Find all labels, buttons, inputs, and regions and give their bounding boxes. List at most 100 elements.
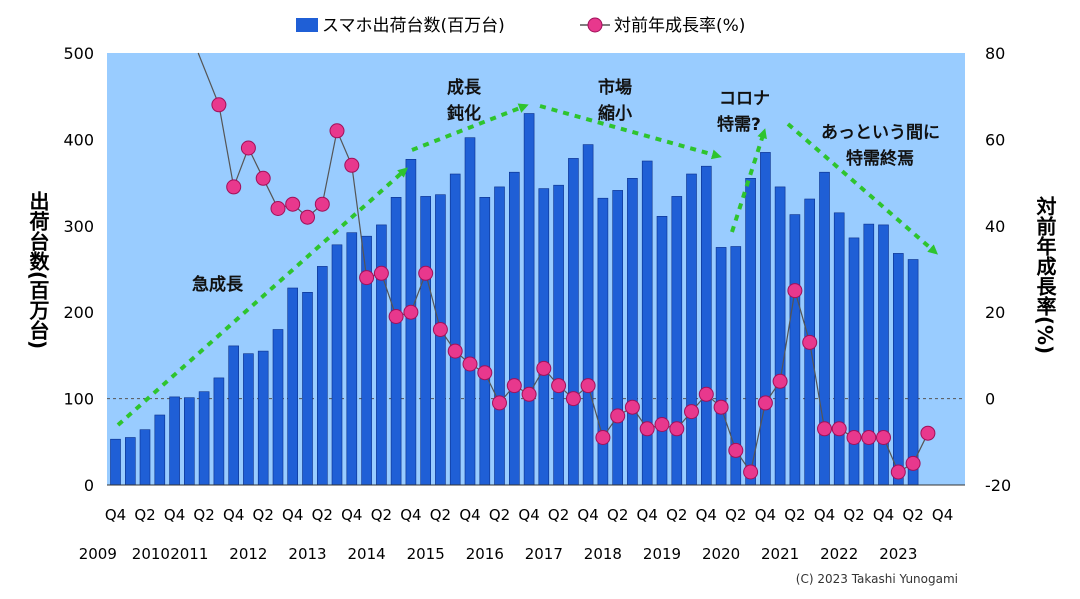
bar xyxy=(184,397,195,486)
growth-point xyxy=(905,455,921,471)
growth-point xyxy=(890,464,906,480)
growth-point xyxy=(639,421,655,437)
growth-point xyxy=(418,265,434,281)
arrow-growth xyxy=(116,167,408,427)
legend-marker-swatch xyxy=(587,17,603,33)
bar xyxy=(671,196,683,486)
growth-line-path xyxy=(197,52,929,474)
bar xyxy=(494,186,505,486)
bar xyxy=(169,396,180,486)
bar xyxy=(819,171,830,486)
bar xyxy=(479,197,491,486)
x-quarter-label: Q2 xyxy=(430,506,451,524)
bar xyxy=(464,137,476,486)
bar xyxy=(228,345,239,486)
y-left-tick-label: 300 xyxy=(63,217,94,236)
bar xyxy=(198,391,210,486)
growth-line xyxy=(197,52,936,480)
bar xyxy=(213,377,225,486)
growth-point xyxy=(802,334,818,350)
x-quarter-label: Q2 xyxy=(312,506,333,524)
growth-point xyxy=(477,365,493,381)
growth-point xyxy=(817,421,832,437)
bar xyxy=(139,429,151,486)
x-quarter-label: Q4 xyxy=(637,506,658,524)
growth-point xyxy=(226,179,242,195)
trend-arrows xyxy=(116,103,939,427)
x-quarter-label: Q4 xyxy=(282,506,303,524)
growth-point xyxy=(861,430,877,445)
bar xyxy=(272,329,284,486)
growth-point xyxy=(669,421,685,437)
bar xyxy=(848,237,860,486)
x-quarter-label: Q4 xyxy=(755,506,776,524)
x-quarter-label: Q4 xyxy=(223,506,244,524)
bar xyxy=(553,184,564,486)
x-year-label: 2018 xyxy=(584,545,622,563)
arrow-slowdown xyxy=(411,103,529,152)
x-year-label: 2013 xyxy=(288,545,326,563)
growth-point xyxy=(757,395,773,411)
x-quarter-label: Q4 xyxy=(932,506,953,524)
bar xyxy=(257,350,269,486)
legend-bar-label: スマホ出荷台数(百万台) xyxy=(322,16,505,36)
bar xyxy=(287,287,299,486)
x-year-label: 2019 xyxy=(643,545,681,563)
x-quarter-label: Q4 xyxy=(459,506,480,524)
x-quarter-label: Q2 xyxy=(548,506,569,524)
x-year-label: 2023 xyxy=(879,545,917,563)
annotation-rapid-growth: 急成長 xyxy=(192,274,244,295)
legend: スマホ出荷台数(百万台) 対前年成長率(%) xyxy=(296,16,745,36)
x-quarter-label: Q4 xyxy=(518,506,539,524)
x-quarter-label: Q2 xyxy=(607,506,628,524)
bar xyxy=(390,197,402,486)
y-right-tick-label: 80 xyxy=(985,44,1005,63)
bar xyxy=(420,196,432,486)
x-year-label: 2015 xyxy=(407,545,445,563)
bar xyxy=(110,438,121,486)
y-axis-right-title: 対前年成長率(%) xyxy=(1033,195,1057,354)
x-quarter-label: Q4 xyxy=(400,506,421,524)
annotation-end-1: あっという間に xyxy=(821,123,940,143)
x-quarter-label: Q2 xyxy=(666,506,687,524)
growth-point xyxy=(329,123,345,139)
copyright: (C) 2023 Takashi Yunogami xyxy=(796,572,958,586)
bar xyxy=(627,178,638,486)
growth-point xyxy=(580,378,596,394)
y-left-tick-label: 500 xyxy=(63,44,94,63)
growth-point xyxy=(728,442,744,458)
growth-point xyxy=(595,430,611,445)
growth-point xyxy=(551,378,567,394)
growth-point xyxy=(447,343,463,359)
annotation-covid-1: コロナ xyxy=(719,89,770,109)
x-year-label: 2021 xyxy=(761,545,799,563)
annotation-shrink-2: 縮小 xyxy=(598,103,632,124)
x-quarter-label: Q2 xyxy=(725,506,746,524)
annotation-covid-2: 特需? xyxy=(717,114,761,135)
bar xyxy=(774,186,786,486)
growth-point xyxy=(270,201,286,216)
legend-line-label: 対前年成長率(%) xyxy=(614,16,745,36)
x-quarter-label: Q2 xyxy=(843,506,864,524)
growth-point xyxy=(314,196,330,212)
growth-point xyxy=(565,391,581,407)
bar xyxy=(376,224,387,486)
legend-bar-swatch xyxy=(296,18,318,32)
bar xyxy=(243,353,254,486)
bar xyxy=(612,190,624,486)
growth-point xyxy=(255,170,271,186)
bar xyxy=(582,144,594,486)
bar xyxy=(700,165,712,486)
growth-point xyxy=(344,157,360,173)
x-quarter-label: Q4 xyxy=(814,506,835,524)
x-quarter-label: Q2 xyxy=(902,506,923,524)
bar xyxy=(346,232,358,486)
arrow-end xyxy=(786,122,939,255)
y-axis-left-title: 出荷台数(百万台) xyxy=(26,190,50,349)
x-year-label: 2017 xyxy=(525,545,563,563)
bar xyxy=(715,247,727,486)
bar xyxy=(331,244,343,486)
growth-point xyxy=(211,97,227,113)
y-left-tick-label: 400 xyxy=(63,130,94,149)
